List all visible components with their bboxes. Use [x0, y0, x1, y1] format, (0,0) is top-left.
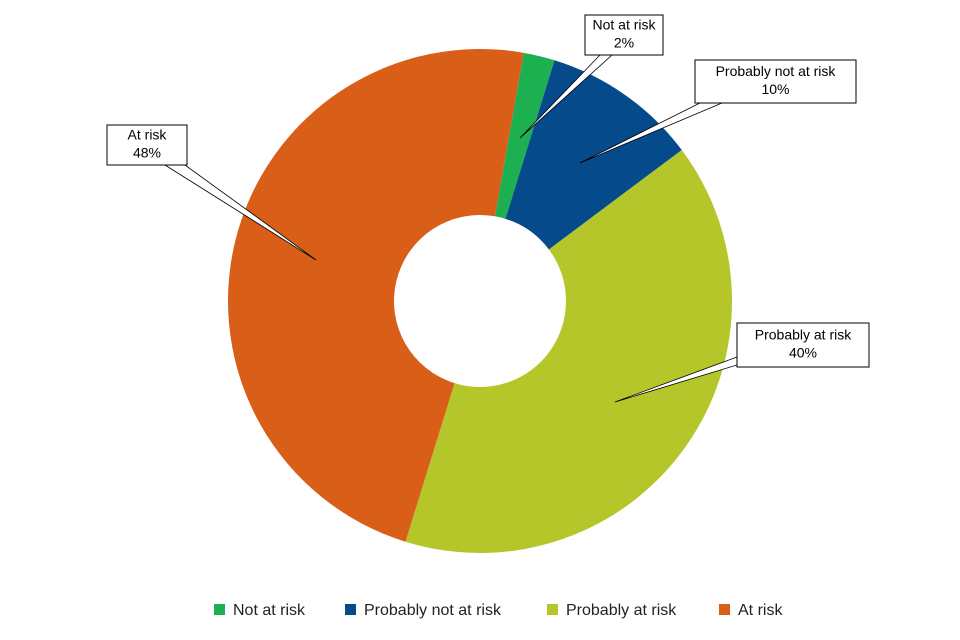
callout-value: 48% [133, 145, 161, 161]
legend: Not at risk Probably not at risk Probably … [214, 602, 783, 619]
legend-swatch [214, 604, 225, 615]
callout: Probably at risk 40% [614, 322, 870, 403]
callout: At risk 48% [106, 124, 317, 261]
callout: Not at risk 2% [519, 14, 664, 139]
callout-category: Not at risk [592, 17, 656, 33]
donut-slice [405, 150, 733, 554]
callout-box [694, 59, 857, 104]
legend-label: At risk [738, 602, 783, 619]
callout-box [106, 124, 188, 166]
callout-value: 10% [761, 81, 789, 97]
legend-label: Probably not at risk [364, 602, 502, 619]
legend-swatch [345, 604, 356, 615]
callout-value: 40% [789, 345, 817, 361]
callout-category: At risk [128, 127, 168, 143]
legend-label: Not at risk [233, 602, 306, 619]
callout: Probably not at risk 10% [579, 59, 857, 164]
legend-label: Probably at risk [566, 602, 677, 619]
callout-category: Probably at risk [755, 327, 852, 343]
callout-value: 2% [614, 35, 634, 51]
donut-slice [227, 48, 524, 542]
callout-box [584, 14, 664, 56]
legend-swatch [719, 604, 730, 615]
callout-category: Probably not at risk [716, 63, 837, 79]
callout-box [736, 322, 870, 368]
donut-slice [494, 52, 555, 219]
legend-swatch [547, 604, 558, 615]
